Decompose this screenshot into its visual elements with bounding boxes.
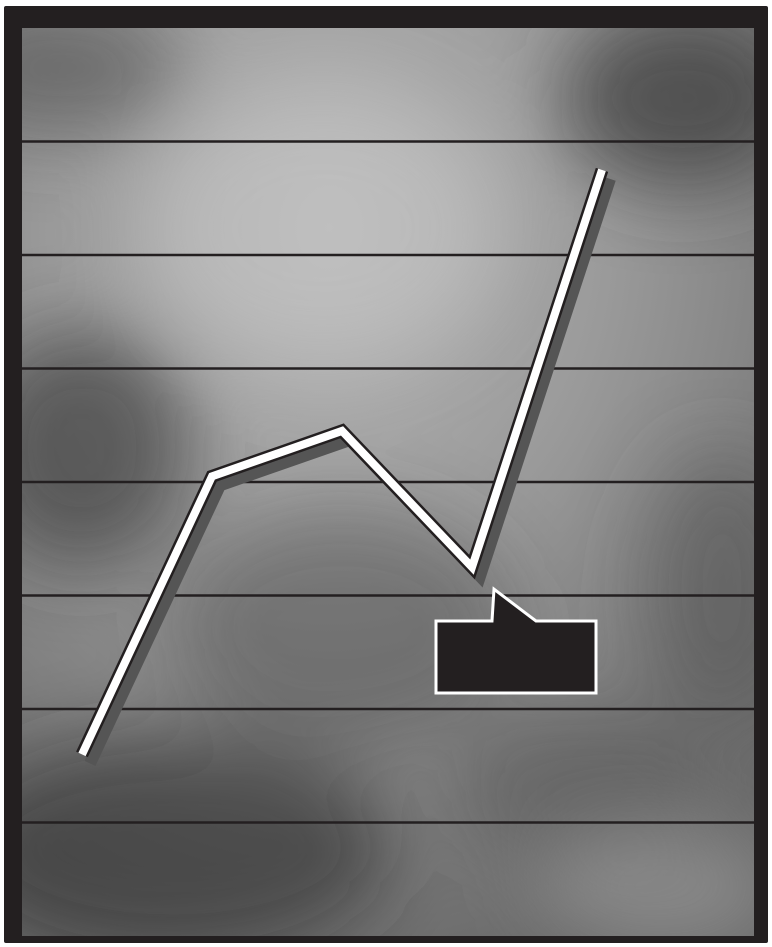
series-line-path [78,168,606,757]
dark-patch-top-left [22,28,182,138]
dark-patch-left [22,328,192,568]
light-patch-upper [142,88,502,368]
dark-patch-bottom [22,738,392,936]
background-shading [22,28,754,936]
dark-patch-top-right [562,28,754,188]
dark-patch-bottom-right [452,708,712,868]
chart-frame [4,6,768,943]
annotation-box [434,586,598,695]
chart-panel [22,28,754,936]
series-line [76,167,616,766]
light-patch-bottom-right [542,828,754,936]
dark-patch-right [642,448,754,728]
annotation-callout [434,586,598,695]
line-chart [22,28,754,936]
dark-patch-center [172,508,512,748]
